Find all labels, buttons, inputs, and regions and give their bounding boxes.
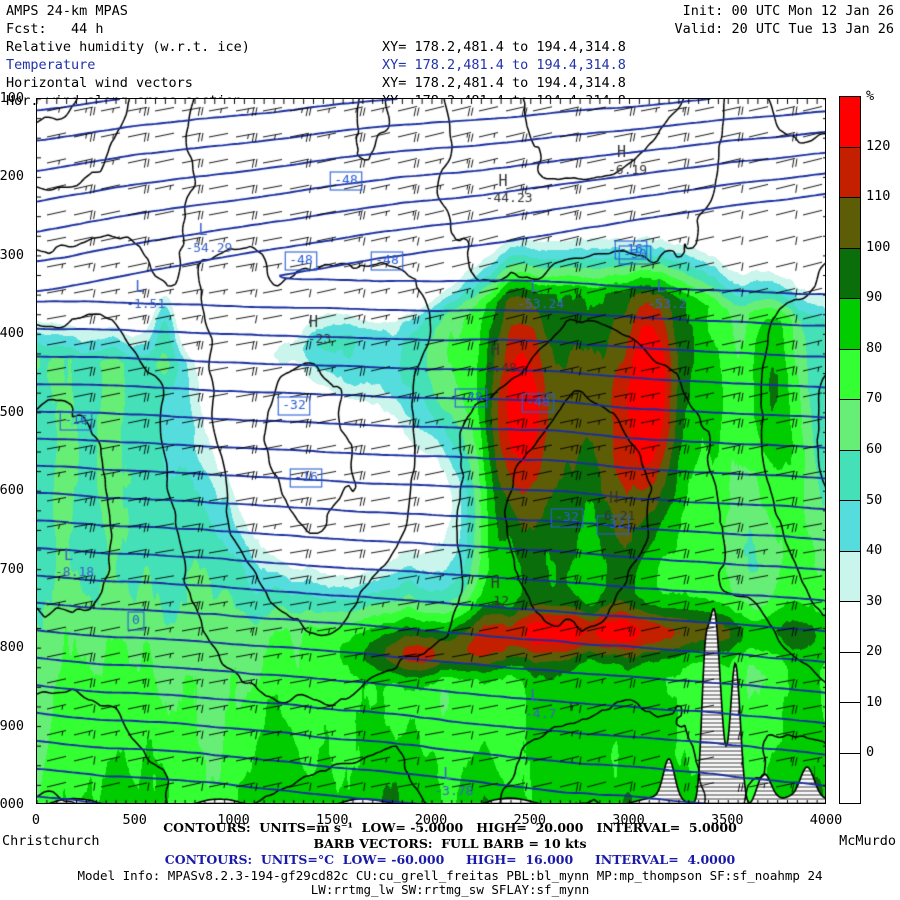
field-name-horizontal-wind-vectors: Horizontal wind vectors — [6, 75, 193, 91]
y-axis-tick-label: 300 — [0, 246, 24, 263]
colorbar-tick-label: 0 — [866, 744, 875, 761]
colorbar-band — [840, 602, 860, 653]
field-name-relative-humidity: Relative humidity (w.r.t. ice) — [6, 39, 250, 55]
y-axis-tick-label: 200 — [0, 168, 24, 185]
field-extent-horizontal-wind-vectors: XY= 178.2,481.4 to 194.4,314.8 — [382, 75, 626, 91]
model-info-line: Model Info: MPASv8.2.3-194-gf29cd82c CU:… — [77, 868, 823, 883]
field-extent-relative-humidity: XY= 178.2,481.4 to 194.4,314.8 — [382, 39, 626, 55]
colorbar-tick-label: 70 — [866, 390, 883, 407]
x-axis-end-location: McMurdo — [839, 833, 896, 849]
x-axis-tick-label: 500 — [122, 812, 147, 828]
colorbar-tick-label: 110 — [866, 188, 891, 205]
colorbar-band — [840, 753, 860, 803]
colorbar-tick-label: 100 — [866, 238, 891, 255]
colorbar-tick-label: 90 — [866, 289, 883, 306]
colorbar-band — [840, 450, 860, 501]
y-axis-tick-label: 700 — [0, 560, 24, 577]
colorbar-band — [840, 147, 860, 198]
cross-section-plot-area — [36, 98, 826, 804]
y-axis-tick-label: 600 — [0, 482, 24, 499]
colorbar-band — [840, 299, 860, 350]
field-name-temperature: Temperature — [6, 57, 96, 73]
x-axis-tick-label: 2000 — [414, 812, 448, 828]
relative-humidity-colorbar — [839, 96, 861, 804]
colorbar-band — [840, 703, 860, 754]
colorbar-band — [840, 501, 860, 552]
colorbar-tick-label: 10 — [866, 693, 883, 710]
y-axis-tick-label: 1000 — [0, 796, 24, 812]
colorbar-tick-label: 20 — [866, 643, 883, 660]
y-axis-tick-label: 100 — [0, 90, 24, 106]
colorbar-band — [840, 97, 860, 148]
x-axis-tick-label: 3500 — [710, 812, 744, 828]
x-axis-tick-label: 3000 — [612, 812, 645, 828]
colorbar-band — [840, 652, 860, 703]
model-title: AMPS 24-km MPAS — [6, 3, 128, 19]
colorbar-unit-label: % — [866, 88, 875, 104]
forecast-hour-label: Fcst: 44 h — [6, 21, 104, 37]
colorbar-tick-label: 30 — [866, 592, 883, 609]
colorbar-tick-label: 60 — [866, 441, 883, 457]
barb-vector-info: BARB VECTORS: FULL BARB = 10 kts — [313, 836, 587, 851]
colorbar-band — [840, 198, 860, 249]
valid-time-label: Valid: 20 UTC Tue 13 Jan 26 — [674, 21, 894, 37]
x-axis-tick-label: 4000 — [809, 812, 843, 828]
x-axis-start-location: Christchurch — [2, 833, 100, 849]
physics-info-line: LW:rrtmg_lw SW:rrtmg_sw SFLAY:sf_mynn — [310, 882, 590, 897]
x-axis-tick-label: 1000 — [217, 812, 250, 828]
temperature-contour-info: CONTOURS: UNITS=°C LOW= -60.000 HIGH= 16… — [164, 852, 736, 867]
y-axis-tick-label: 400 — [0, 325, 24, 342]
colorbar-band — [840, 349, 860, 400]
x-axis-tick-label: 1500 — [315, 812, 349, 828]
x-axis-tick-label: 2500 — [513, 812, 547, 828]
cross-section-canvas — [37, 99, 825, 803]
x-axis-tick-label: 0 — [31, 812, 41, 828]
colorbar-band — [840, 551, 860, 602]
colorbar-tick-label: 80 — [866, 339, 883, 356]
y-axis-tick-label: 900 — [0, 717, 24, 734]
y-axis-tick-label: 500 — [0, 403, 24, 420]
colorbar-band — [840, 248, 860, 299]
wind-contour-info: CONTOURS: UNITS=m s⁻¹ LOW= -5.0000 HIGH=… — [163, 820, 737, 835]
colorbar-tick-label: 40 — [866, 542, 883, 559]
colorbar-band — [840, 400, 860, 451]
init-time-label: Init: 00 UTC Mon 12 Jan 26 — [682, 3, 894, 19]
field-extent-temperature: XY= 178.2,481.4 to 194.4,314.8 — [382, 57, 626, 73]
y-axis-tick-label: 800 — [0, 639, 24, 656]
colorbar-tick-label: 50 — [866, 491, 883, 508]
colorbar-tick-label: 120 — [866, 137, 891, 154]
